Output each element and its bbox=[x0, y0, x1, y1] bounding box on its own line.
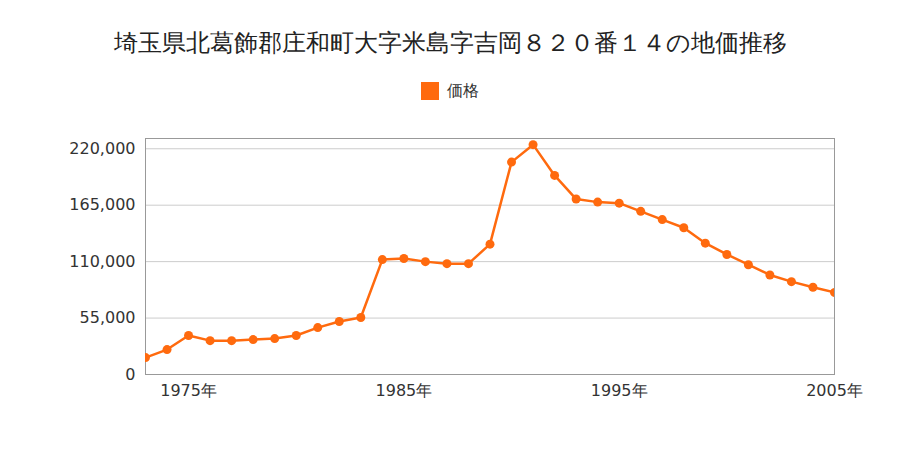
svg-text:0: 0 bbox=[125, 365, 135, 384]
svg-text:165,000: 165,000 bbox=[69, 195, 135, 214]
svg-text:1985年: 1985年 bbox=[376, 381, 433, 400]
html-text:埼玉県北葛飾郡庄和町大字米島字吉岡８２０番１４の地価推移: 埼玉県北葛飾郡庄和町大字米島字吉岡８２０番１４の地価推移 bbox=[113, 29, 787, 57]
svg-text:55,000: 55,000 bbox=[80, 308, 136, 327]
svg-text:2005年: 2005年 bbox=[806, 381, 863, 400]
svg-text:1975年: 1975年 bbox=[160, 381, 217, 400]
svg-text:110,000: 110,000 bbox=[69, 252, 135, 271]
html-text:価格: 価格 bbox=[447, 80, 479, 100]
svg-text:220,000: 220,000 bbox=[69, 139, 135, 158]
svg-text:1995年: 1995年 bbox=[591, 381, 648, 400]
